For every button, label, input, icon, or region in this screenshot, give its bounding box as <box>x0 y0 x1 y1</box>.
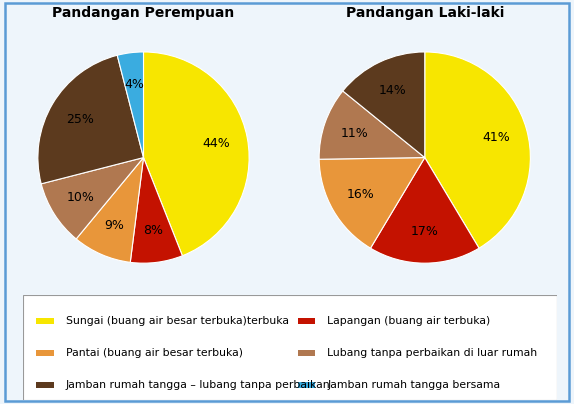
Text: Pantai (buang air besar terbuka): Pantai (buang air besar terbuka) <box>65 348 243 358</box>
Bar <box>298 318 316 324</box>
Wedge shape <box>130 158 183 263</box>
Text: 8%: 8% <box>143 224 163 238</box>
Wedge shape <box>38 55 144 184</box>
Bar <box>298 350 316 356</box>
FancyBboxPatch shape <box>5 3 569 401</box>
Text: Jamban rumah tangga bersama: Jamban rumah tangga bersama <box>327 380 501 390</box>
Text: 41%: 41% <box>482 131 510 144</box>
Text: Lubang tanpa perbaikan di luar rumah: Lubang tanpa perbaikan di luar rumah <box>327 348 537 358</box>
Bar <box>36 382 54 388</box>
Wedge shape <box>370 158 479 263</box>
Text: 10%: 10% <box>67 191 95 204</box>
Text: 4%: 4% <box>125 78 144 91</box>
Wedge shape <box>343 52 425 158</box>
Title: Pandangan Laki-laki: Pandangan Laki-laki <box>346 6 504 20</box>
Wedge shape <box>41 158 144 239</box>
Text: Jamban rumah tangga – lubang tanpa perbaikan: Jamban rumah tangga – lubang tanpa perba… <box>65 380 330 390</box>
Bar <box>298 382 316 388</box>
Text: 11%: 11% <box>341 127 369 140</box>
Wedge shape <box>319 91 425 159</box>
Text: 9%: 9% <box>104 219 124 232</box>
Text: 16%: 16% <box>347 188 375 201</box>
FancyBboxPatch shape <box>23 295 557 400</box>
Bar <box>36 318 54 324</box>
Wedge shape <box>425 52 530 248</box>
Wedge shape <box>144 52 249 256</box>
Title: Pandangan Perempuan: Pandangan Perempuan <box>52 6 235 20</box>
Wedge shape <box>319 158 425 248</box>
Text: 25%: 25% <box>66 114 94 126</box>
Text: 14%: 14% <box>379 84 407 97</box>
Text: 44%: 44% <box>202 137 230 150</box>
Bar <box>36 350 54 356</box>
Wedge shape <box>117 52 144 158</box>
Text: 17%: 17% <box>411 225 439 238</box>
Text: Lapangan (buang air terbuka): Lapangan (buang air terbuka) <box>327 316 491 326</box>
Wedge shape <box>76 158 144 262</box>
Text: Sungai (buang air besar terbuka)terbuka: Sungai (buang air besar terbuka)terbuka <box>65 316 289 326</box>
